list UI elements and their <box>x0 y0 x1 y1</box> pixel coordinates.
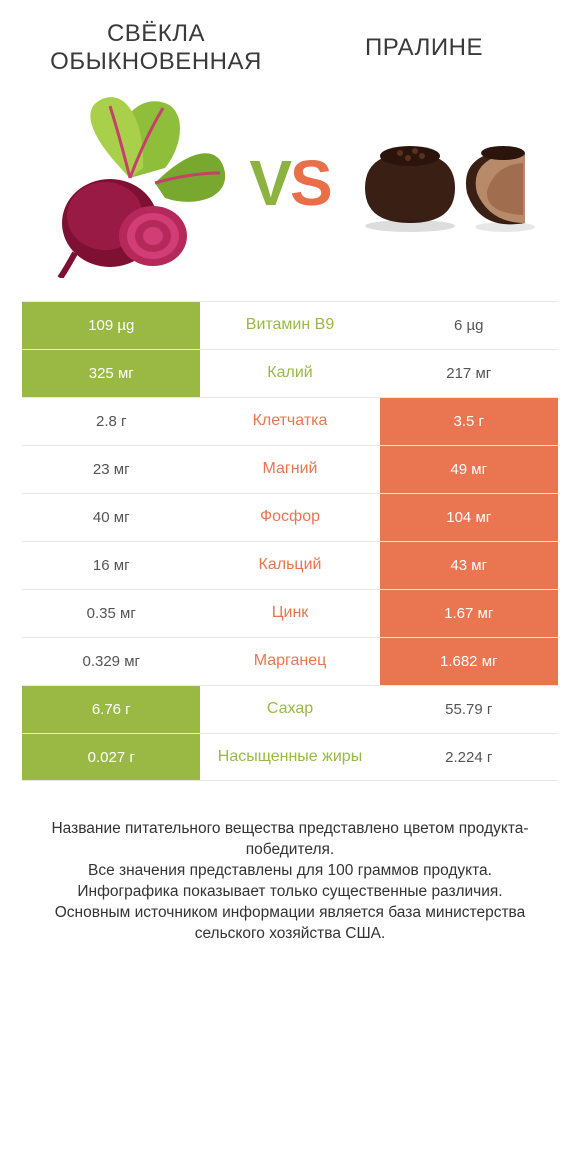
nutrient-label: Сахар <box>200 686 379 733</box>
praline-icon <box>355 123 535 243</box>
hero-row: VS <box>22 83 558 283</box>
nutrient-label: Калий <box>200 350 379 397</box>
left-value: 0.35 мг <box>22 590 200 637</box>
table-row: 0.329 мгМарганец1.682 мг <box>22 637 558 685</box>
table-row: 6.76 гСахар55.79 г <box>22 685 558 733</box>
left-value: 325 мг <box>22 350 200 397</box>
right-value: 1.67 мг <box>380 590 558 637</box>
right-value: 1.682 мг <box>380 638 558 685</box>
nutrient-label: Марганец <box>200 638 379 685</box>
table-row: 325 мгКалий217 мг <box>22 349 558 397</box>
nutrient-label: Витамин B9 <box>200 302 379 349</box>
right-value: 49 мг <box>380 446 558 493</box>
beet-icon <box>35 88 235 278</box>
table-row: 2.8 гКлетчатка3.5 г <box>22 397 558 445</box>
right-title: ПРАЛИНЕ <box>290 34 558 62</box>
left-value: 2.8 г <box>22 398 200 445</box>
vs-v: V <box>249 147 290 219</box>
left-value: 6.76 г <box>22 686 200 733</box>
footer-note: Название питательного вещества представл… <box>22 819 558 945</box>
left-value: 109 µg <box>22 302 200 349</box>
right-value: 217 мг <box>380 350 558 397</box>
comparison-table: 109 µgВитамин B96 µg325 мгКалий217 мг2.8… <box>22 301 558 781</box>
nutrient-label: Цинк <box>200 590 379 637</box>
nutrient-label: Клетчатка <box>200 398 379 445</box>
right-value: 2.224 г <box>380 734 558 780</box>
table-row: 0.027 гНасыщенные жиры2.224 г <box>22 733 558 781</box>
left-value: 23 мг <box>22 446 200 493</box>
right-product-image <box>333 83 558 283</box>
nutrient-label: Магний <box>200 446 379 493</box>
right-value: 43 мг <box>380 542 558 589</box>
vs-s: S <box>290 147 331 219</box>
right-value: 3.5 г <box>380 398 558 445</box>
table-row: 23 мгМагний49 мг <box>22 445 558 493</box>
nutrient-label: Фосфор <box>200 494 379 541</box>
nutrient-label: Насыщенные жиры <box>200 734 379 780</box>
table-row: 16 мгКальций43 мг <box>22 541 558 589</box>
nutrient-label: Кальций <box>200 542 379 589</box>
left-title: СВЁКЛА ОБЫКНОВЕННАЯ <box>22 20 290 75</box>
titles-row: СВЁКЛА ОБЫКНОВЕННАЯ ПРАЛИНЕ <box>22 20 558 75</box>
table-row: 109 µgВитамин B96 µg <box>22 301 558 349</box>
left-value: 40 мг <box>22 494 200 541</box>
left-value: 16 мг <box>22 542 200 589</box>
left-value: 0.329 мг <box>22 638 200 685</box>
table-row: 0.35 мгЦинк1.67 мг <box>22 589 558 637</box>
right-value: 55.79 г <box>380 686 558 733</box>
left-value: 0.027 г <box>22 734 200 780</box>
right-value: 104 мг <box>380 494 558 541</box>
left-product-image <box>22 83 247 283</box>
table-row: 40 мгФосфор104 мг <box>22 493 558 541</box>
right-value: 6 µg <box>380 302 558 349</box>
vs-label: VS <box>249 151 330 215</box>
